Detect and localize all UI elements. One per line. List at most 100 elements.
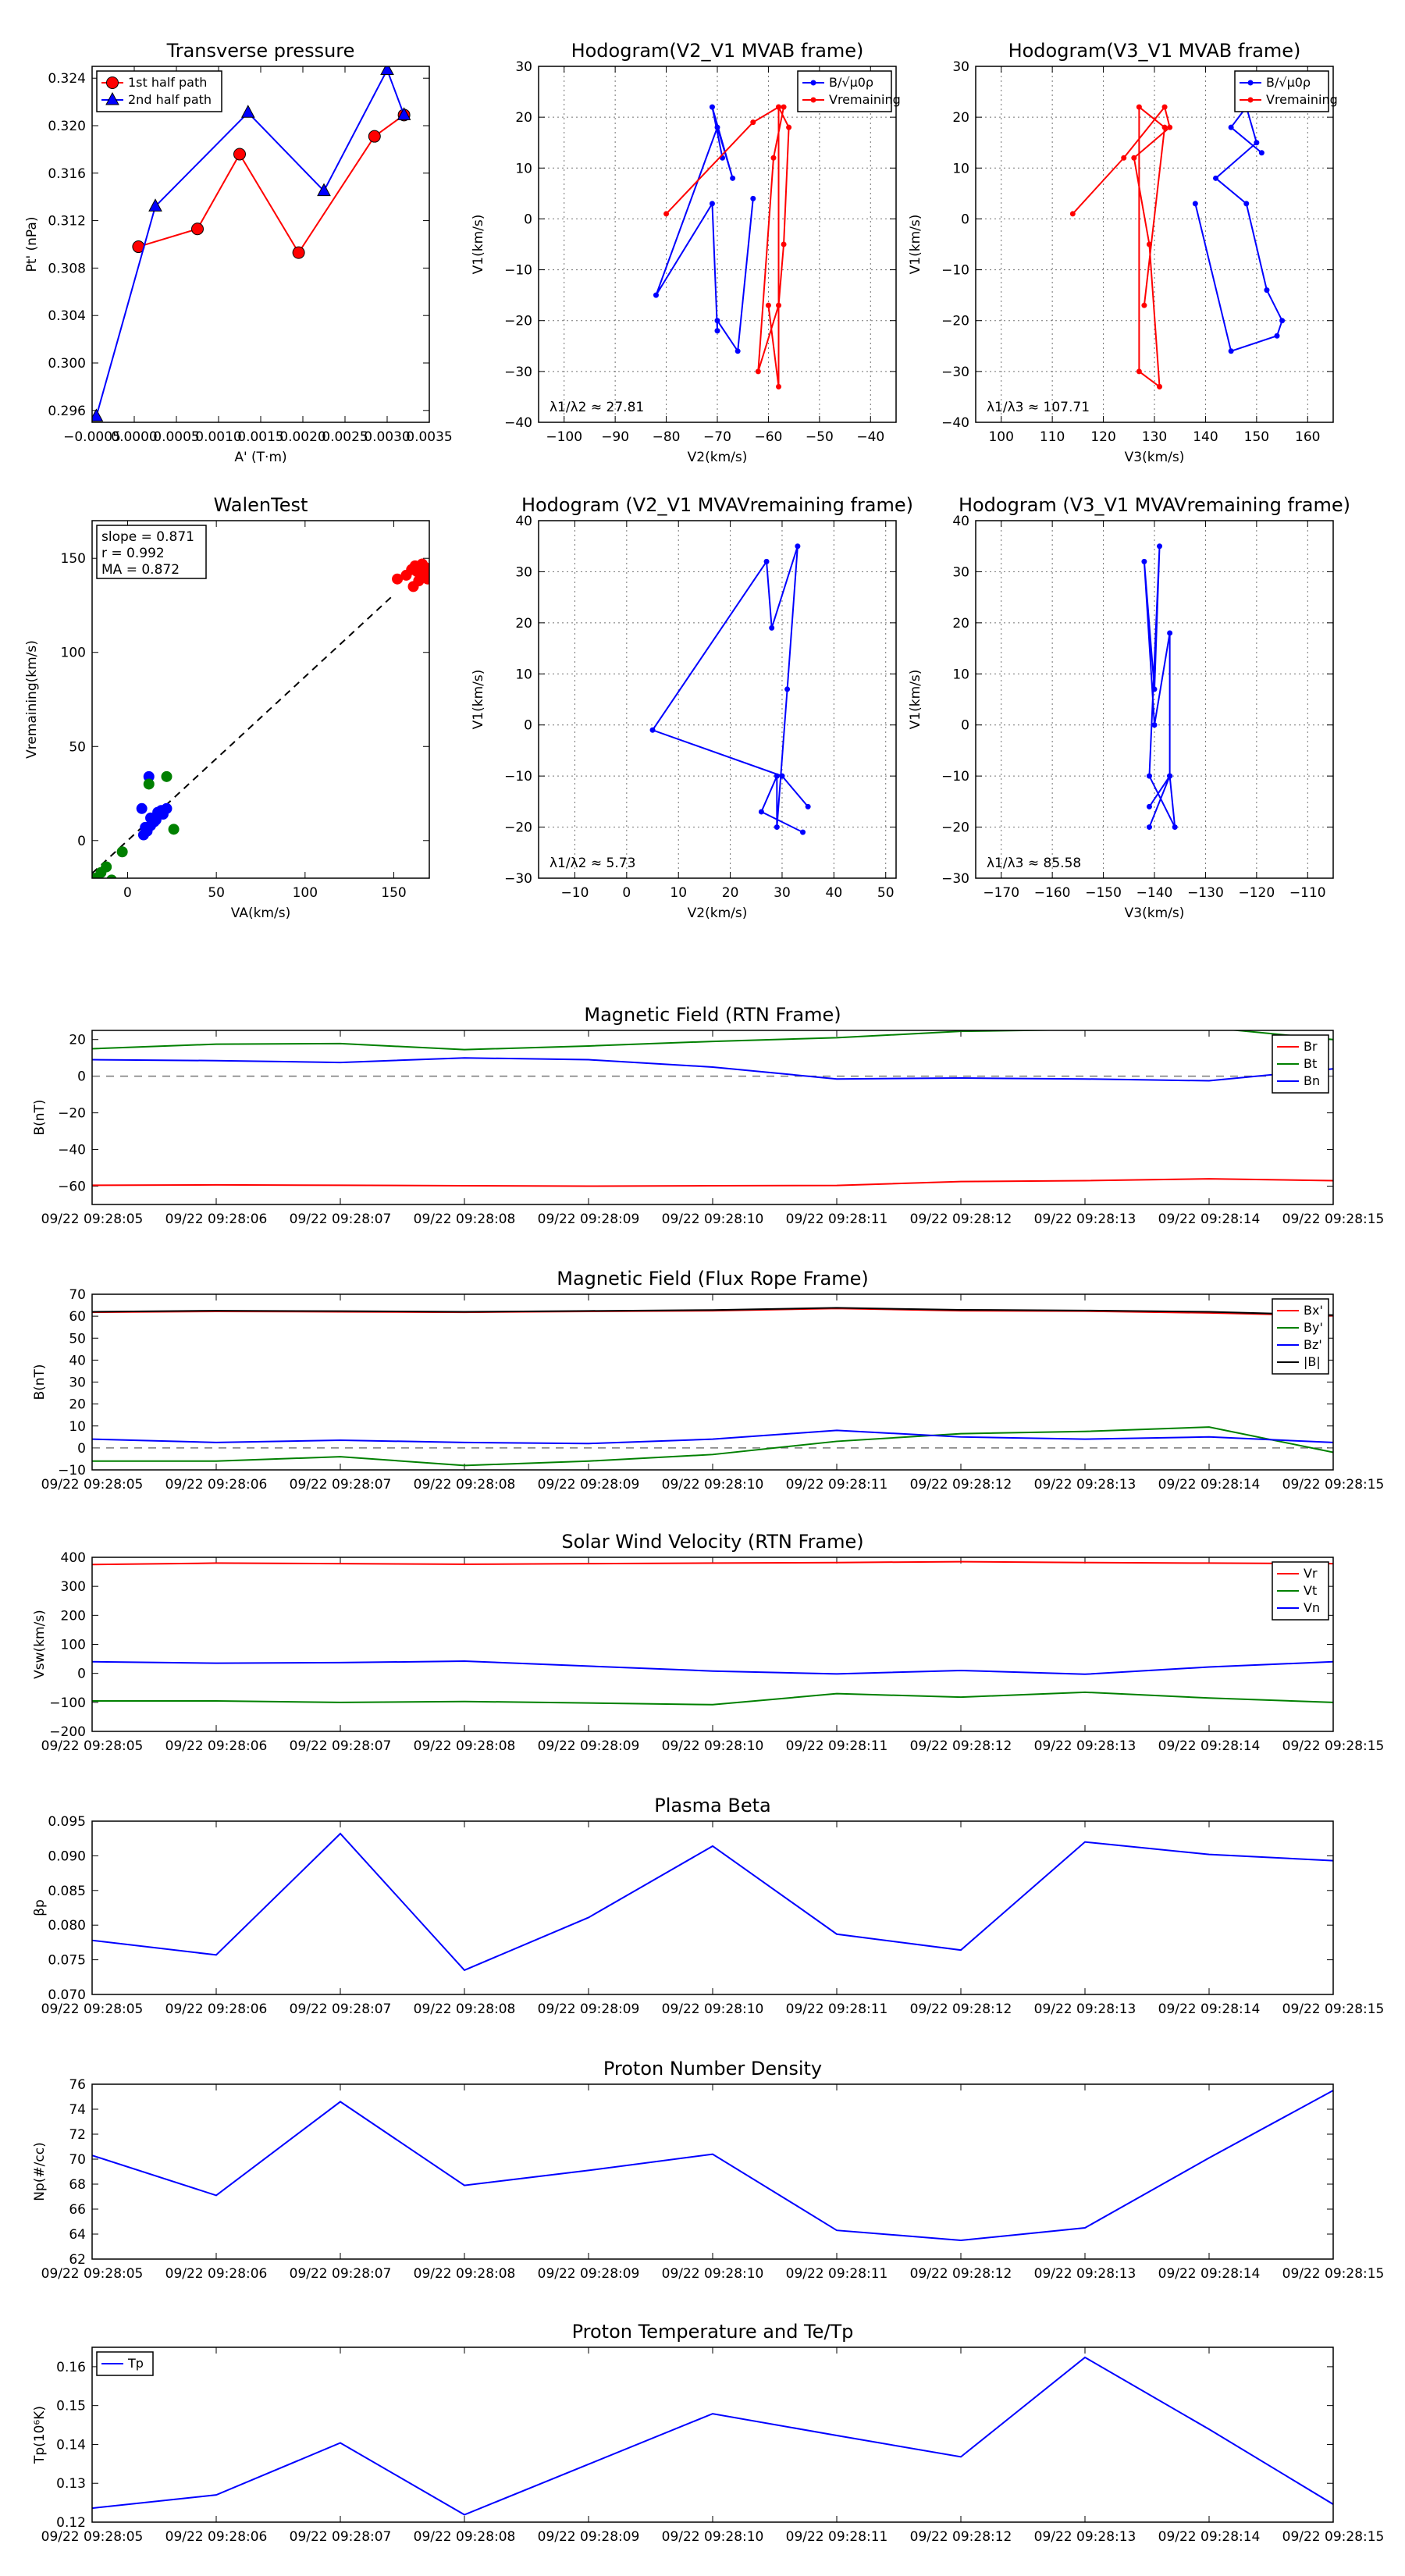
- plot-area: [1069, 104, 1286, 390]
- point-2-1-6: [1157, 383, 1163, 390]
- x-tick-label: 20: [722, 885, 739, 901]
- point-4-0-2: [649, 727, 656, 733]
- x-tick-label: 09/22 09:28:09: [538, 2001, 640, 2017]
- y-tick-label: 0.300: [48, 356, 86, 372]
- chart-tp: Transverse pressure−0.00050.00000.00050.…: [24, 40, 453, 465]
- point-5-0-2: [1172, 824, 1178, 831]
- point-1-1-3: [781, 104, 787, 110]
- x-tick-label: 09/22 09:28:12: [910, 2001, 1012, 2017]
- y-tick-label: 68: [69, 2177, 86, 2193]
- x-tick-label: 09/22 09:28:09: [538, 1477, 640, 1493]
- point-2-0-3: [1279, 318, 1286, 324]
- x-tick-label: 09/22 09:28:14: [1158, 1738, 1261, 1754]
- y-tick-label: 62: [69, 2252, 86, 2268]
- x-tick-label: 09/22 09:28:09: [538, 2266, 640, 2282]
- legend-label: Vn: [1304, 1600, 1320, 1615]
- legend-label: 2nd half path: [128, 92, 212, 107]
- x-tick-label: −150: [1085, 885, 1122, 901]
- y-tick-label: 30: [952, 564, 969, 580]
- axes-frame: [975, 66, 1334, 423]
- x-tick-label: 09/22 09:28:07: [290, 2001, 392, 2017]
- y-tick-label: 10: [952, 161, 969, 176]
- y-tick-label: 0.090: [48, 1848, 86, 1864]
- x-tick-label: −40: [856, 429, 884, 445]
- y-tick-label: 30: [515, 59, 532, 75]
- x-tick-label: 09/22 09:28:08: [414, 2001, 516, 2017]
- x-tick-label: 09/22 09:28:13: [1034, 2266, 1136, 2282]
- x-tick-label: 09/22 09:28:14: [1158, 1477, 1261, 1493]
- point-2-1-7: [1136, 368, 1142, 375]
- legend-label: 1st half path: [128, 75, 207, 90]
- legend-label: B/√μ0ρ: [829, 75, 873, 90]
- point-0-0-2: [233, 148, 246, 161]
- point-3-2-2: [101, 861, 112, 873]
- legend-label: Tp: [127, 2356, 144, 2371]
- point-5-0-4: [1157, 543, 1163, 550]
- fit-line: [92, 594, 395, 874]
- x-tick-label: 30: [774, 885, 791, 901]
- point-2-1-3: [1167, 124, 1173, 130]
- x-tick-label: 09/22 09:28:13: [1034, 2001, 1136, 2017]
- point-1-0-4: [709, 201, 715, 207]
- y-tick-label: 30: [515, 564, 532, 580]
- y-tick-label: 0.070: [48, 1987, 86, 2003]
- x-tick-label: 09/22 09:28:15: [1282, 2529, 1385, 2545]
- y-tick-label: 0: [961, 212, 969, 227]
- point-5-0-7: [1151, 722, 1158, 728]
- x-tick-label: −70: [703, 429, 731, 445]
- axes-frame: [91, 1557, 1334, 1732]
- chart-title: Hodogram(V2_V1 MVAB frame): [571, 40, 864, 62]
- chart-title: Magnetic Field (RTN Frame): [584, 1004, 841, 1026]
- point-1-0-7: [730, 175, 736, 181]
- y-tick-label: 100: [61, 1638, 86, 1653]
- y-axis-label: V1(km/s): [908, 215, 923, 275]
- axes-frame: [91, 1030, 1334, 1205]
- x-tick-label: −100: [546, 429, 582, 445]
- x-axis-label: VA(km/s): [231, 906, 290, 921]
- x-tick-label: −50: [806, 429, 834, 445]
- y-tick-label: 0.12: [56, 2515, 86, 2531]
- point-2-legend-0: [1247, 80, 1254, 86]
- chart-hv2mvab: Hodogram(V2_V1 MVAB frame)−100 −90 −80 −70−…: [471, 40, 901, 465]
- x-tick-label: 09/22 09:28:05: [41, 2529, 144, 2545]
- x-tick-label: 09/22 09:28:05: [41, 2266, 144, 2282]
- axes-frame: [91, 1293, 1334, 1471]
- point-1-1-7: [781, 241, 787, 247]
- y-axis-label: βp: [32, 1899, 48, 1916]
- point-0-1-1: [148, 198, 162, 212]
- y-tick-label: −10: [504, 769, 532, 785]
- series-line-0: [92, 1560, 1333, 1566]
- plot-area: [92, 1307, 1333, 1467]
- x-tick-label: 09/22 09:28:08: [414, 1212, 516, 1227]
- x-tick-label: 09/22 09:28:14: [1158, 1212, 1261, 1227]
- point-4-0-10: [800, 829, 806, 835]
- point-4-0-7: [774, 824, 780, 831]
- chart-hv3mvav: Hodogram (V3_V1 MVAVremaining frame) −170…: [908, 494, 1350, 921]
- plot-area: [92, 2090, 1333, 2242]
- y-axis-label: Np(#/cc): [32, 2142, 48, 2201]
- x-tick-label: 09/22 09:28:12: [910, 1212, 1012, 1227]
- point-5-0-8: [1167, 630, 1173, 636]
- point-0-legend-0: [106, 76, 119, 89]
- y-tick-label: 200: [61, 1608, 86, 1624]
- x-tick-label: 130: [1142, 429, 1167, 445]
- x-tick-label: 0.0030: [364, 429, 410, 445]
- point-0-0-3: [292, 246, 305, 259]
- x-tick-label: 09/22 09:28:15: [1282, 2266, 1385, 2282]
- point-2-0-5: [1243, 201, 1250, 207]
- chart-bflux: Magnetic Field (Flux Rope Frame) 09/22 09…: [32, 1268, 1384, 1493]
- point-4-0-1: [779, 773, 785, 779]
- point-1-1-1: [750, 119, 756, 126]
- y-tick-label: 0.316: [48, 166, 86, 182]
- annotation-text: λ1/λ3 ≈ 85.58: [987, 856, 1081, 871]
- y-axis-label: B(nT): [32, 1364, 48, 1400]
- point-5-0-9: [1167, 773, 1173, 779]
- y-tick-label: 0.075: [48, 1953, 86, 1969]
- point-0-1-2: [240, 105, 255, 118]
- point-5-0-3: [1146, 773, 1152, 779]
- x-tick-label: 09/22 09:28:11: [786, 2001, 888, 2017]
- point-1-0-1: [735, 348, 741, 354]
- y-tick-label: 70: [69, 2152, 86, 2168]
- chart-title: Magnetic Field (Flux Rope Frame): [557, 1268, 868, 1290]
- x-tick-label: 100: [988, 429, 1013, 445]
